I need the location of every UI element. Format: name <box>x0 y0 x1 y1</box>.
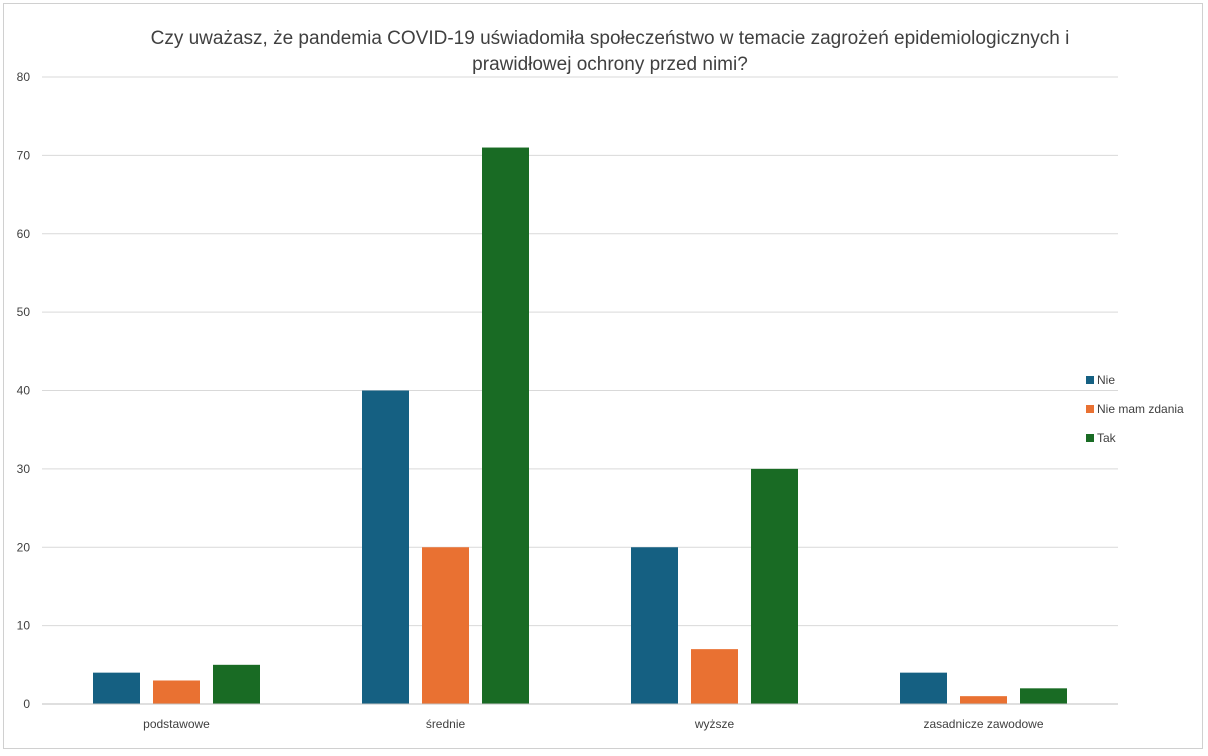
y-tick-label: 0 <box>23 697 30 711</box>
bar <box>960 696 1007 704</box>
chart-title-line-2: prawidłowej ochrony przed nimi? <box>472 54 748 75</box>
legend-label: Tak <box>1097 431 1117 445</box>
bar <box>362 390 409 704</box>
legend-label: Nie <box>1097 373 1115 387</box>
bar <box>631 547 678 704</box>
x-tick-label: średnie <box>426 717 466 731</box>
y-tick-label: 30 <box>17 462 31 476</box>
legend-label: Nie mam zdania <box>1097 402 1184 416</box>
bar <box>422 547 469 704</box>
gridlines <box>42 76 1118 627</box>
bar <box>213 664 260 704</box>
bar <box>751 468 798 704</box>
bar <box>482 147 529 705</box>
bar <box>1020 688 1067 704</box>
chart-frame <box>3 3 1203 749</box>
legend-swatch <box>1086 405 1094 413</box>
x-tick-label: zasadnicze zawodowe <box>923 717 1043 731</box>
y-tick-label: 50 <box>17 305 31 319</box>
bar <box>93 672 140 704</box>
y-tick-label: 20 <box>17 540 31 554</box>
legend: Nie Nie mam zdania Tak <box>1086 373 1184 445</box>
y-tick-label: 10 <box>17 619 31 633</box>
bar <box>153 680 200 704</box>
legend-swatch <box>1086 376 1094 384</box>
bars <box>93 147 1067 705</box>
x-tick-label: wyższe <box>694 717 735 731</box>
chart-title-line-1: Czy uważasz, że pandemia COVID-19 uświad… <box>151 28 1070 49</box>
y-tick-label: 60 <box>17 227 31 241</box>
chart-title: Czy uważasz, że pandemia COVID-19 uświad… <box>151 28 1070 75</box>
legend-swatch <box>1086 434 1094 442</box>
x-tick-label: podstawowe <box>143 717 210 731</box>
bar <box>691 649 738 704</box>
y-tick-label: 40 <box>17 384 31 398</box>
x-axis: podstawowe średnie wyższe zasadnicze zawodo… <box>42 703 1118 731</box>
y-tick-label: 80 <box>17 70 31 84</box>
y-axis: 0 10 20 30 40 50 60 70 80 <box>17 70 31 711</box>
bar <box>900 672 947 704</box>
y-tick-label: 70 <box>17 148 31 162</box>
